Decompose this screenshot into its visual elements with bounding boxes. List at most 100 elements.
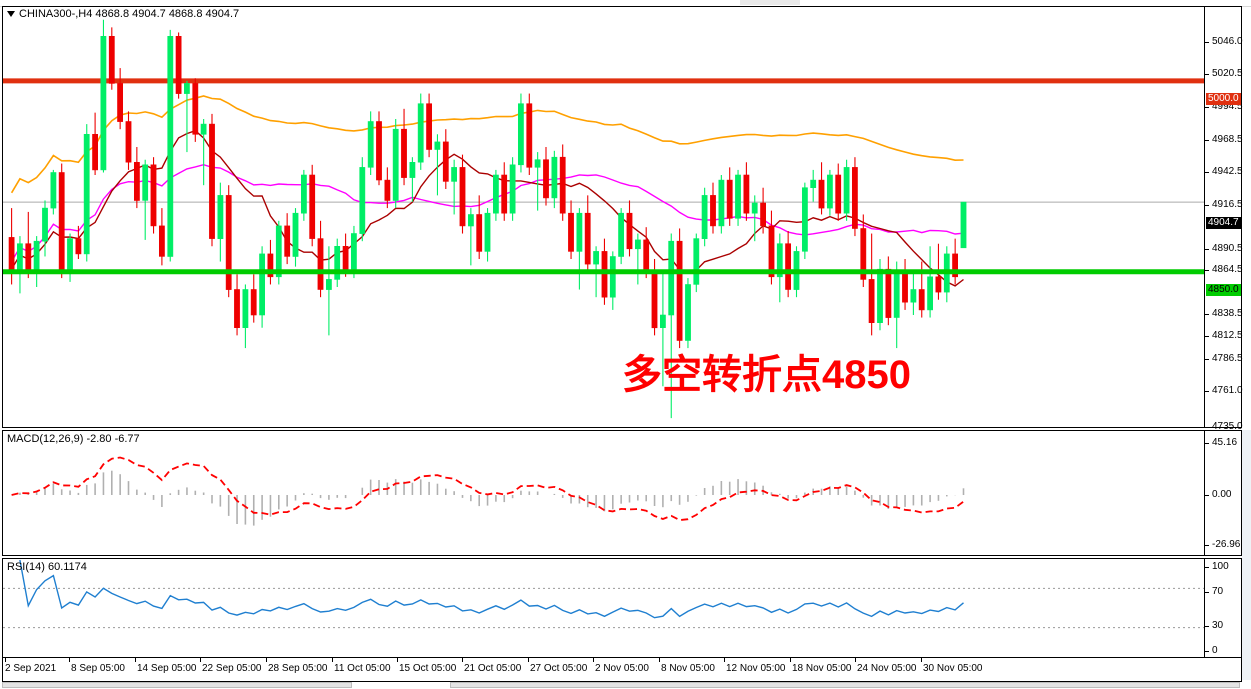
- candle-series: [8, 19, 967, 419]
- bottom-tab-segment[interactable]: [2, 682, 352, 688]
- right-scroll-region[interactable]: [1242, 430, 1251, 680]
- candle-body: [33, 240, 40, 270]
- time-axis-label: 27 Oct 05:00: [530, 663, 588, 674]
- time-axis-tick: [200, 658, 201, 662]
- macd-plot-area[interactable]: [3, 431, 1205, 555]
- candle-body: [551, 156, 558, 199]
- price-axis-label: 4786.5: [1212, 353, 1243, 364]
- triangle-down-icon[interactable]: [7, 11, 15, 17]
- candle-body: [810, 179, 817, 189]
- time-axis-label: 28 Sep 05:00: [268, 663, 328, 674]
- bottom-tab-strip[interactable]: [0, 682, 1251, 689]
- candle-body: [17, 243, 23, 272]
- candle-body: [250, 289, 257, 316]
- price-axis-label: 4838.5: [1212, 308, 1243, 319]
- rsi-axis-label: 30: [1212, 620, 1224, 631]
- candle-body: [100, 35, 107, 171]
- time-axis-tick: [724, 658, 725, 662]
- time-axis-tick: [790, 658, 791, 662]
- candle-body: [392, 128, 399, 201]
- candle-body: [751, 202, 758, 214]
- candle-body: [693, 238, 700, 285]
- candle-body: [543, 159, 549, 199]
- macd-axis-label: -26.96: [1212, 539, 1241, 550]
- candle-body: [701, 195, 708, 239]
- candle-body: [902, 271, 908, 303]
- time-axis-tick: [5, 658, 6, 662]
- candle-body: [843, 167, 850, 214]
- price-axis-tick: [1205, 336, 1209, 337]
- candle-body: [192, 83, 199, 135]
- candle-body: [718, 179, 725, 227]
- candle-body: [159, 225, 165, 257]
- candle-body: [108, 35, 115, 84]
- candle-body: [910, 289, 917, 303]
- candle-body: [442, 141, 449, 182]
- candle-body: [325, 279, 332, 290]
- candle-body: [58, 172, 65, 273]
- candle-body: [760, 202, 766, 227]
- macd-panel[interactable]: MACD(12,26,9) -2.80 -6.77 45.16 0.00 -26.9…: [2, 430, 1242, 556]
- price-axis-tick: [1205, 205, 1209, 206]
- rsi-plot-area[interactable]: [3, 559, 1205, 657]
- price-chart-panel[interactable]: CHINA300-,H4 4868.8 4904.7 4868.8 4904.7…: [2, 6, 1243, 432]
- rsi-axis[interactable]: 100 70 30 0: [1204, 559, 1241, 657]
- candle-body: [492, 174, 499, 214]
- candle-body: [927, 276, 933, 311]
- candle-body: [501, 174, 508, 214]
- candle-body: [75, 238, 82, 255]
- candle-body: [517, 103, 524, 166]
- time-axis-tick: [69, 658, 70, 662]
- price-axis-pill[interactable]: 4850.0: [1206, 284, 1241, 296]
- candle-body: [401, 128, 407, 178]
- candle-body: [242, 289, 249, 329]
- rsi-panel[interactable]: RSI(14) 60.1174 100 70 30 0: [2, 558, 1242, 658]
- rsi-axis-label: 0: [1212, 645, 1218, 656]
- candle-body: [8, 237, 15, 273]
- bottom-tab-segment[interactable]: [450, 682, 1240, 688]
- price-axis-pill[interactable]: 5000.0: [1206, 93, 1241, 105]
- candle-body: [743, 174, 750, 214]
- candle-body: [659, 314, 666, 328]
- price-axis-pill[interactable]: 4904.7: [1206, 217, 1241, 229]
- candle-body: [92, 134, 98, 171]
- price-axis[interactable]: 5046.0 5020.5 4994.5 4968.5 4942.5 4916.5 4890…: [1204, 7, 1243, 432]
- candle-body: [609, 256, 616, 298]
- macd-axis-label: 0.00: [1212, 489, 1232, 500]
- price-axis-label: 4916.5: [1212, 199, 1243, 210]
- candle-body: [601, 251, 608, 298]
- candle-body: [685, 284, 691, 341]
- candle-body: [225, 195, 232, 290]
- candle-body: [300, 174, 307, 214]
- price-axis-label: 4812.5: [1212, 330, 1243, 341]
- candle-body: [426, 103, 432, 150]
- price-axis-tick: [1205, 74, 1209, 75]
- price-axis-label: 4864.5: [1212, 264, 1243, 275]
- macd-label: MACD(12,26,9) -2.80 -6.77: [7, 433, 140, 445]
- price-plot-area[interactable]: [3, 7, 1205, 427]
- candle-body: [935, 276, 942, 293]
- rsi-axis-tick: [1205, 592, 1209, 593]
- candle-body: [768, 225, 775, 278]
- candle-body: [710, 195, 716, 227]
- candle-body: [175, 35, 182, 94]
- candle-body: [484, 212, 491, 252]
- candle-body: [735, 174, 741, 219]
- symbol-header[interactable]: CHINA300-,H4 4868.8 4904.7 4868.8 4904.7: [7, 8, 239, 20]
- candle-body: [142, 164, 149, 201]
- time-axis[interactable]: 2 Sep 2021 8 Sep 05:00 14 Sep 05:00 22 Sep …: [2, 658, 1242, 682]
- candle-body: [509, 164, 516, 214]
- macd-axis[interactable]: 45.16 0.00 -26.96: [1204, 431, 1241, 555]
- candle-body: [776, 243, 783, 278]
- top-tab-indicator: [740, 0, 800, 5]
- price-axis-tick: [1205, 107, 1209, 108]
- time-axis-label: 24 Nov 05:00: [857, 663, 917, 674]
- rsi-line: [19, 559, 964, 619]
- candle-body: [576, 212, 583, 252]
- price-axis-label: 5020.5: [1212, 68, 1243, 79]
- time-axis-label: 12 Nov 05:00: [726, 663, 786, 674]
- candle-body: [835, 174, 842, 214]
- time-axis-tick: [397, 658, 398, 662]
- price-axis-label: 4994.5: [1212, 101, 1243, 112]
- price-axis-label: 4942.5: [1212, 166, 1243, 177]
